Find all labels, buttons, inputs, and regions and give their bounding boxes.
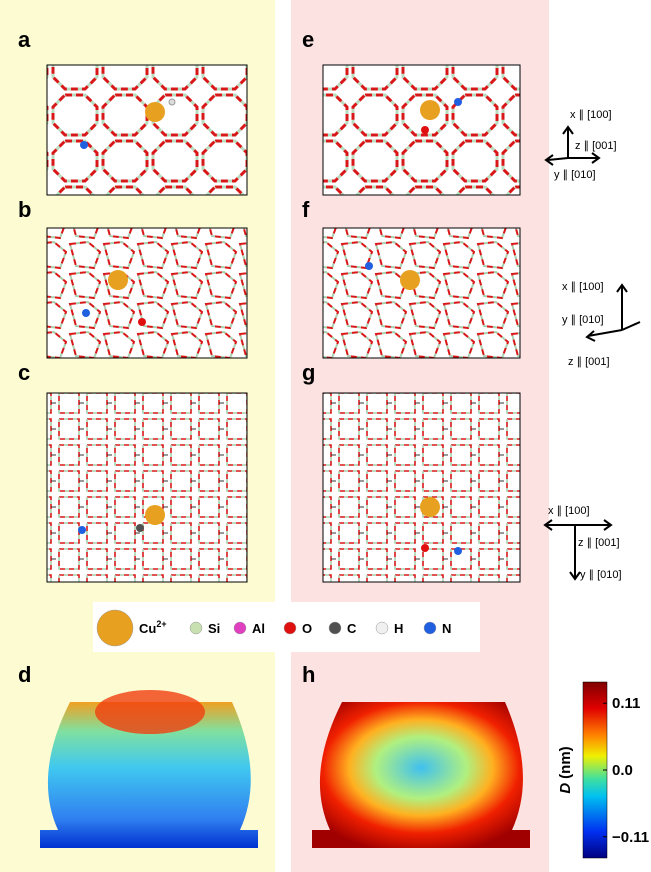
legend-label: H (394, 621, 403, 636)
legend-swatch (376, 622, 388, 634)
structure (323, 393, 520, 582)
legend-swatch (329, 622, 341, 634)
cu-atom (420, 100, 440, 120)
legend-text: H (394, 621, 403, 636)
legend-label: Si (208, 621, 220, 636)
legend-swatch (234, 622, 246, 634)
structure (47, 393, 247, 582)
c-atom (136, 524, 144, 532)
panel-label: e (302, 27, 314, 52)
colorbar-symbol: D (557, 783, 574, 794)
panel-label: h (302, 662, 315, 687)
axis-label: z ∥ [001] (568, 356, 610, 368)
legend-text: C (347, 621, 357, 636)
n-atom (80, 141, 88, 149)
n-atom (365, 262, 373, 270)
o-atom (421, 544, 429, 552)
structure (47, 65, 247, 195)
axis-label: x ∥ [100] (548, 505, 590, 517)
colorbar-tick-label: 0.0 (612, 762, 633, 779)
legend-superscript: 2+ (156, 619, 166, 629)
axis-label: y ∥ [010] (562, 314, 604, 326)
n-atom (78, 526, 86, 534)
heatmap-region (95, 690, 205, 734)
o-atom (421, 126, 429, 134)
h-atom (169, 99, 175, 105)
legend-text: O (302, 621, 312, 636)
legend-text: Cu (139, 621, 156, 636)
legend-text: Si (208, 621, 220, 636)
heatmap (312, 702, 530, 848)
legend-label: N (442, 621, 451, 636)
cu-atom (420, 497, 440, 517)
axis-label: x ∥ [100] (562, 281, 604, 293)
colorbar-tick-label: −0.11 (612, 829, 649, 846)
panel-label: c (18, 360, 30, 385)
n-atom (82, 309, 90, 317)
structure-images (47, 65, 520, 582)
cu-atom (400, 270, 420, 290)
figure: Cu2+ Si Al O C H N a b c d e f g h x ∥ [100] z… (0, 0, 651, 872)
legend-swatch (424, 622, 436, 634)
colorbar-label: D (nm) (557, 746, 574, 793)
structure (323, 228, 520, 358)
n-atom (454, 547, 462, 555)
panel-label: b (18, 197, 31, 222)
panel-label: g (302, 360, 315, 385)
legend-text: Al (252, 621, 265, 636)
colorbar-unit: (nm) (557, 746, 574, 779)
legend-label: C (347, 621, 357, 636)
legend-label: O (302, 621, 312, 636)
legend-text: N (442, 621, 451, 636)
legend-swatch (284, 622, 296, 634)
panel-label: f (302, 197, 310, 222)
axis-label: z ∥ [001] (575, 140, 617, 152)
legend-swatch (190, 622, 202, 634)
axis-label: y ∥ [010] (580, 569, 622, 581)
axis-label: z ∥ [001] (578, 537, 620, 549)
cu-atom (145, 505, 165, 525)
structure (47, 228, 247, 358)
colorbar-ticks: 0.11 0.0 −0.11 (603, 695, 649, 846)
o-atom (138, 318, 146, 326)
panel-label: d (18, 662, 31, 687)
cu-atom (145, 102, 165, 122)
n-atom (454, 98, 462, 106)
panel-label: a (18, 27, 31, 52)
cu-atom (108, 270, 128, 290)
legend-label: Al (252, 621, 265, 636)
axis-label: y ∥ [010] (554, 169, 596, 181)
colorbar-tick-label: 0.11 (612, 695, 640, 712)
axis-label: x ∥ [100] (570, 109, 612, 121)
legend-swatch (97, 610, 133, 646)
